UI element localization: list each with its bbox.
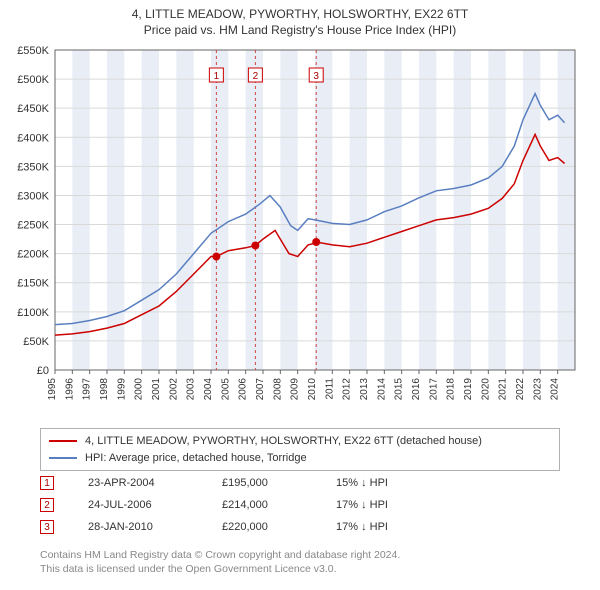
- svg-text:£500K: £500K: [17, 74, 49, 86]
- sale-date: 23-APR-2004: [88, 477, 198, 489]
- svg-text:2022: 2022: [515, 378, 526, 401]
- sale-price: £195,000: [222, 477, 312, 489]
- sale-row: 1 23-APR-2004 £195,000 15% ↓ HPI: [40, 472, 560, 494]
- sale-price: £220,000: [222, 521, 312, 533]
- svg-text:2006: 2006: [238, 378, 249, 401]
- svg-text:1995: 1995: [47, 378, 58, 401]
- svg-text:2012: 2012: [342, 378, 353, 401]
- svg-text:£350K: £350K: [17, 161, 49, 173]
- svg-text:1999: 1999: [116, 378, 127, 401]
- svg-text:£400K: £400K: [17, 132, 49, 144]
- svg-text:£300K: £300K: [17, 190, 49, 202]
- svg-text:2008: 2008: [272, 378, 283, 401]
- legend-label-hpi: HPI: Average price, detached house, Torr…: [85, 450, 307, 467]
- svg-text:2013: 2013: [359, 378, 370, 401]
- svg-text:2023: 2023: [532, 378, 543, 401]
- chart-title-line2: Price paid vs. HM Land Registry's House …: [0, 22, 600, 38]
- svg-text:2007: 2007: [255, 378, 266, 401]
- chart-area: £0 £50K £100K £150K £200K £250K £300K £350K £400…: [0, 40, 600, 420]
- attribution: Contains HM Land Registry data © Crown c…: [40, 548, 560, 576]
- legend-swatch-property: [49, 440, 77, 442]
- sale-delta: 15% ↓ HPI: [336, 477, 446, 489]
- svg-text:2009: 2009: [290, 378, 301, 401]
- sale-row: 2 24-JUL-2006 £214,000 17% ↓ HPI: [40, 494, 560, 516]
- svg-text:2017: 2017: [428, 378, 439, 401]
- sales-list: 1 23-APR-2004 £195,000 15% ↓ HPI 2 24-JU…: [40, 472, 560, 538]
- svg-text:£250K: £250K: [17, 220, 49, 232]
- sale-marker-2: 2: [40, 498, 54, 512]
- svg-text:£200K: £200K: [17, 249, 49, 261]
- chart-title-line1: 4, LITTLE MEADOW, PYWORTHY, HOLSWORTHY, …: [0, 6, 600, 22]
- svg-text:£50K: £50K: [23, 336, 49, 348]
- svg-text:2003: 2003: [186, 378, 197, 401]
- svg-text:2018: 2018: [446, 378, 457, 401]
- svg-text:1998: 1998: [99, 378, 110, 401]
- svg-text:£550K: £550K: [17, 45, 49, 57]
- svg-text:2005: 2005: [220, 378, 231, 401]
- svg-text:2004: 2004: [203, 378, 214, 401]
- attribution-line2: This data is licensed under the Open Gov…: [40, 562, 560, 576]
- legend-item-hpi: HPI: Average price, detached house, Torr…: [49, 450, 551, 467]
- line-chart-svg: £0 £50K £100K £150K £200K £250K £300K £350K £400…: [0, 40, 600, 420]
- sale-delta: 17% ↓ HPI: [336, 499, 446, 511]
- attribution-line1: Contains HM Land Registry data © Crown c…: [40, 548, 560, 562]
- sale-delta: 17% ↓ HPI: [336, 521, 446, 533]
- sale-row: 3 28-JAN-2010 £220,000 17% ↓ HPI: [40, 516, 560, 538]
- svg-text:2000: 2000: [134, 378, 145, 401]
- legend-label-property: 4, LITTLE MEADOW, PYWORTHY, HOLSWORTHY, …: [85, 433, 482, 450]
- legend-swatch-hpi: [49, 457, 77, 459]
- sale-marker-1: 1: [40, 476, 54, 490]
- svg-text:2019: 2019: [463, 378, 474, 401]
- svg-text:£150K: £150K: [17, 278, 49, 290]
- sale-price: £214,000: [222, 499, 312, 511]
- sale-marker-3: 3: [40, 520, 54, 534]
- svg-text:1: 1: [214, 71, 220, 82]
- svg-text:£100K: £100K: [17, 307, 49, 319]
- svg-text:2001: 2001: [151, 378, 162, 401]
- sale-date: 24-JUL-2006: [88, 499, 198, 511]
- svg-text:2: 2: [253, 71, 259, 82]
- svg-text:£0: £0: [37, 365, 49, 377]
- svg-text:£450K: £450K: [17, 103, 49, 115]
- svg-text:2016: 2016: [411, 378, 422, 401]
- svg-text:2020: 2020: [480, 378, 491, 401]
- svg-text:2015: 2015: [394, 378, 405, 401]
- svg-text:2002: 2002: [168, 378, 179, 401]
- legend-item-property: 4, LITTLE MEADOW, PYWORTHY, HOLSWORTHY, …: [49, 433, 551, 450]
- sale-date: 28-JAN-2010: [88, 521, 198, 533]
- svg-text:2021: 2021: [498, 378, 509, 401]
- legend: 4, LITTLE MEADOW, PYWORTHY, HOLSWORTHY, …: [40, 428, 560, 471]
- svg-text:2014: 2014: [376, 378, 387, 401]
- svg-text:3: 3: [313, 71, 319, 82]
- svg-text:2010: 2010: [307, 378, 318, 401]
- svg-text:2011: 2011: [324, 378, 335, 400]
- svg-text:2024: 2024: [550, 378, 561, 401]
- svg-text:1996: 1996: [64, 378, 75, 401]
- svg-text:1997: 1997: [82, 378, 93, 401]
